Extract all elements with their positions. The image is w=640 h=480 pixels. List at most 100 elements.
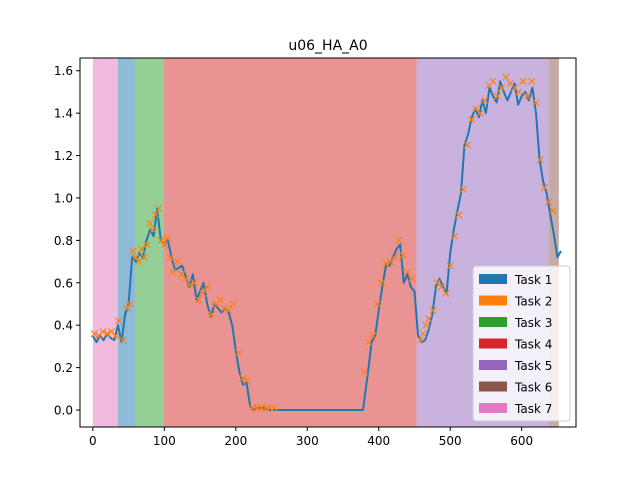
- marker-point: [225, 306, 233, 314]
- chart-title: u06_HA_A0: [288, 38, 367, 54]
- marker-point: [140, 253, 148, 261]
- legend-swatch: [479, 338, 507, 349]
- x-tick-label: 200: [224, 434, 247, 448]
- marker-point: [270, 404, 279, 412]
- x-tick-label: 300: [296, 434, 319, 448]
- marker-point: [103, 330, 111, 338]
- marker-point: [446, 262, 454, 270]
- legend-label: Task 6: [514, 381, 552, 395]
- marker-point: [163, 234, 171, 242]
- marker-point: [216, 296, 224, 304]
- marker-point: [515, 88, 523, 96]
- y-tick-label: 0.8: [54, 234, 73, 248]
- y-tick-label: 1.2: [54, 149, 73, 163]
- plot-frame: [79, 57, 577, 428]
- marker-point: [545, 198, 553, 206]
- marker-point: [425, 315, 433, 323]
- marker-point: [123, 304, 131, 312]
- task-span-4: [163, 58, 417, 427]
- marker-point: [502, 73, 510, 81]
- marker-point: [149, 226, 157, 234]
- series-line-1: [92, 80, 562, 411]
- marker-point: [186, 281, 194, 289]
- marker-point: [480, 96, 489, 105]
- x-tick-label: 100: [153, 434, 176, 448]
- marker-point: [114, 317, 123, 325]
- marker-point: [450, 232, 459, 240]
- marker-point: [126, 300, 134, 308]
- marker-point: [134, 257, 143, 266]
- legend-label: Task 5: [514, 359, 552, 373]
- marker-point: [493, 92, 502, 100]
- marker-point: [160, 240, 168, 249]
- y-axis: 0.0 0.2 0.4 0.6 0.8 1.0 1.2 1.4 1.6: [54, 64, 80, 418]
- task-span-1: [92, 58, 118, 427]
- marker-point: [382, 260, 390, 268]
- marker-point: [203, 283, 211, 291]
- legend-label: Task 7: [514, 402, 552, 416]
- marker-point: [523, 92, 532, 100]
- legend: Task 1 Task 2 Task 3 Task 4 Task 5 Task 6 Task…: [472, 265, 571, 422]
- y-tick-label: 0.4: [54, 319, 73, 333]
- marker-point: [532, 98, 540, 107]
- y-tick-label: 0.6: [54, 276, 73, 290]
- marker-point: [229, 300, 237, 308]
- marker-point: [137, 245, 146, 253]
- legend-swatch: [479, 295, 507, 306]
- marker-point: [498, 84, 506, 92]
- marker-point: [207, 310, 216, 319]
- marker-point: [169, 268, 177, 276]
- legend-swatch: [479, 274, 507, 284]
- marker-point: [399, 251, 407, 259]
- marker-point: [360, 368, 369, 376]
- marker-point: [173, 257, 181, 266]
- legend-label: Task 4: [514, 338, 552, 352]
- marker-point: [99, 327, 107, 336]
- marker-point: [199, 289, 207, 298]
- marker-point: [390, 253, 399, 261]
- marker-point: [373, 300, 381, 308]
- marker-point: [119, 336, 127, 344]
- marker-point: [419, 330, 427, 338]
- marker-point: [220, 304, 228, 312]
- marker-point: [422, 321, 430, 329]
- marker-point: [190, 279, 198, 287]
- task-span-2: [117, 58, 136, 427]
- legend-swatch: [479, 381, 507, 392]
- marker-point: [112, 332, 120, 340]
- marker-point: [143, 240, 151, 249]
- marker-point: [166, 253, 174, 261]
- y-tick-label: 1.0: [54, 191, 73, 205]
- marker-point: [519, 77, 527, 85]
- marker-point: [489, 77, 497, 85]
- legend-swatch: [479, 317, 507, 327]
- marker-point: [369, 332, 377, 340]
- marker-point: [395, 236, 403, 245]
- marker-point: [540, 183, 549, 191]
- marker-layer: [90, 73, 557, 412]
- marker-point: [182, 274, 190, 283]
- y-tick-label: 0.0: [54, 404, 73, 418]
- marker-point: [146, 219, 154, 228]
- y-tick-label: 1.6: [54, 64, 73, 78]
- marker-point: [528, 77, 536, 85]
- marker-point: [442, 289, 450, 298]
- marker-point: [438, 283, 446, 291]
- marker-point: [468, 115, 476, 124]
- marker-point: [239, 374, 247, 382]
- marker-point: [549, 207, 557, 215]
- legend-label: Task 1: [514, 273, 552, 287]
- marker-point: [403, 268, 411, 276]
- legend-label: Task 3: [514, 316, 552, 330]
- marker-point: [407, 274, 416, 283]
- x-axis: 0 100 200 300 400 500 600: [89, 427, 533, 448]
- marker-point: [455, 211, 463, 219]
- x-tick-label: 0: [89, 434, 97, 448]
- task-span-6: [548, 58, 559, 427]
- marker-point: [459, 185, 467, 194]
- y-tick-label: 0.2: [54, 361, 73, 375]
- x-tick-label: 400: [367, 434, 390, 448]
- marker-point: [90, 330, 98, 338]
- marker-point: [365, 338, 373, 346]
